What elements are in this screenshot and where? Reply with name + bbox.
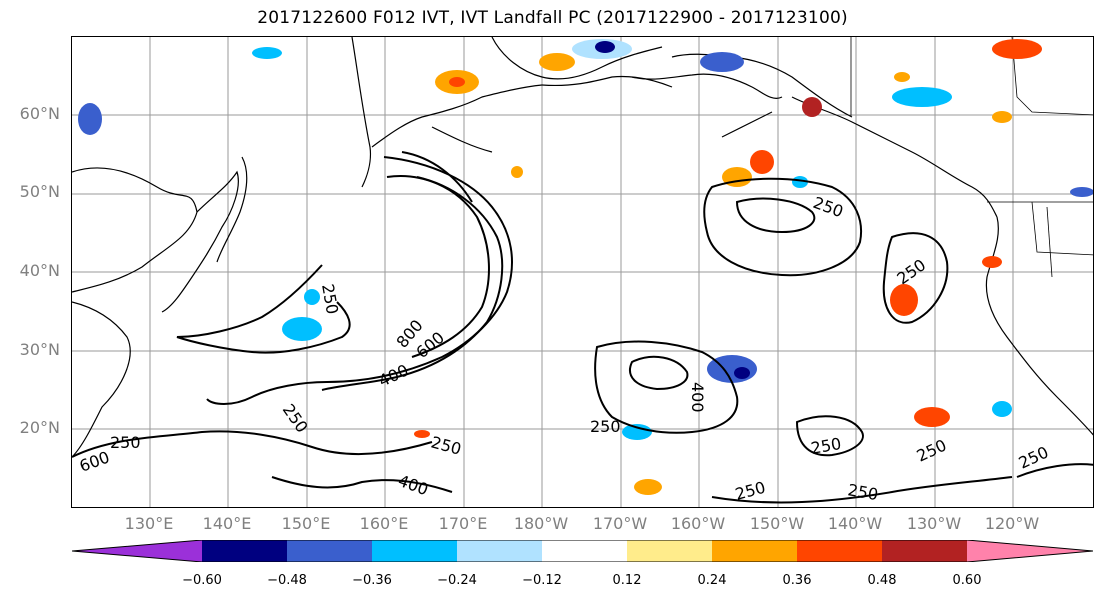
colorbar-tick: 0.60 [952,573,982,588]
colorbar-tick: 0.48 [867,573,897,588]
ivt-contours [72,151,1093,504]
contour-label: 250 [110,433,141,452]
colorbar-segment [287,540,372,562]
colorbar-segment [457,540,542,562]
map-canvas: 250 250 800 600 400 250 250 400 250 250 … [72,37,1093,507]
lon-label-160e: 160°E [359,514,409,533]
lon-label-170w: 170°W [592,514,648,533]
colorbar-segment [967,540,1093,562]
lat-label-50n: 50°N [19,182,60,201]
colorbar-tick: −0.12 [522,573,562,588]
lat-label-60n: 60°N [19,104,60,123]
colorbar-tick: −0.60 [182,573,222,588]
colorbar-segment [882,540,967,562]
contour-label: 250 [893,255,929,288]
colorbar-segment [712,540,797,562]
lon-label-170e: 170°E [438,514,488,533]
colorbar-segment [372,540,457,562]
lon-label-140w: 140°W [827,514,883,533]
colorbar-segment [202,540,287,562]
colorbar-segment [797,540,882,562]
lon-label-150e: 150°E [281,514,331,533]
colorbar [72,540,1093,562]
lon-label-120w: 120°W [984,514,1040,533]
contour-label: 250 [811,193,846,221]
contour-label: 250 [318,282,342,315]
coastlines [72,37,1093,458]
contour-label: 250 [733,478,767,504]
graticule [72,37,1093,507]
map-panel: 250 250 800 600 400 250 250 400 250 250 … [71,36,1094,508]
lat-label-30n: 30°N [19,340,60,359]
lat-label-20n: 20°N [19,418,60,437]
colorbar-segment [542,540,627,562]
lon-label-180w: 180°W [513,514,569,533]
contour-label: 250 [846,480,879,504]
colorbar-tick: 0.24 [697,573,727,588]
lat-label-40n: 40°N [19,261,60,280]
lon-label-140e: 140°E [202,514,252,533]
contour-label: 400 [376,360,412,390]
contour-label: 250 [590,417,621,436]
colorbar-tick: −0.24 [437,573,477,588]
political-borders [850,37,1093,278]
shaded-anomalies [78,39,1093,495]
colorbar-segment [627,540,712,562]
lon-label-160w: 160°W [670,514,726,533]
colorbar-segment [72,540,202,562]
contour-label: 400 [396,471,431,499]
contour-label: 400 [688,382,707,413]
colorbar-tick: −0.48 [267,573,307,588]
contour-label: 250 [914,435,950,465]
map-title: 2017122600 F012 IVT, IVT Landfall PC (20… [257,8,848,28]
lon-label-130w: 130°W [906,514,962,533]
lon-label-150w: 150°W [749,514,805,533]
lon-label-130e: 130°E [124,514,174,533]
colorbar-tick: 0.36 [782,573,812,588]
colorbar-tick: 0.12 [612,573,642,588]
contour-label: 250 [429,433,463,459]
colorbar-tick: −0.36 [352,573,392,588]
